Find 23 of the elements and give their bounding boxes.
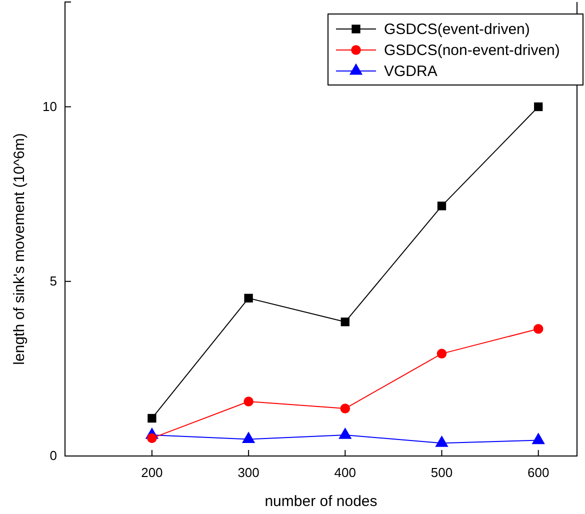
legend-label: GSDCS(event-driven): [384, 21, 530, 38]
legend-label: VGDRA: [384, 63, 438, 80]
y-tick-label: 5: [50, 274, 57, 289]
legend-label: GSDCS(non-event-driven): [384, 42, 560, 59]
point: [244, 396, 254, 406]
y-tick-label: 10: [42, 98, 57, 114]
point: [148, 414, 156, 423]
x-tick-label: 500: [430, 465, 453, 480]
point: [534, 102, 543, 112]
x-tick-label: 200: [141, 465, 163, 480]
x-axis-title: number of nodes: [264, 493, 378, 510]
point: [340, 404, 350, 414]
y-tick-label: 0: [50, 448, 57, 464]
x-tick-label: 600: [528, 465, 550, 480]
point: [147, 433, 157, 444]
point: [437, 202, 446, 210]
x-tick-label: 300: [238, 465, 260, 480]
point: [436, 348, 447, 359]
y-axis-title: length of sink's movement (10^6m): [11, 133, 28, 365]
point: [244, 294, 253, 302]
x-tick-label: 400: [334, 465, 356, 480]
point: [533, 324, 544, 334]
point: [340, 318, 350, 326]
